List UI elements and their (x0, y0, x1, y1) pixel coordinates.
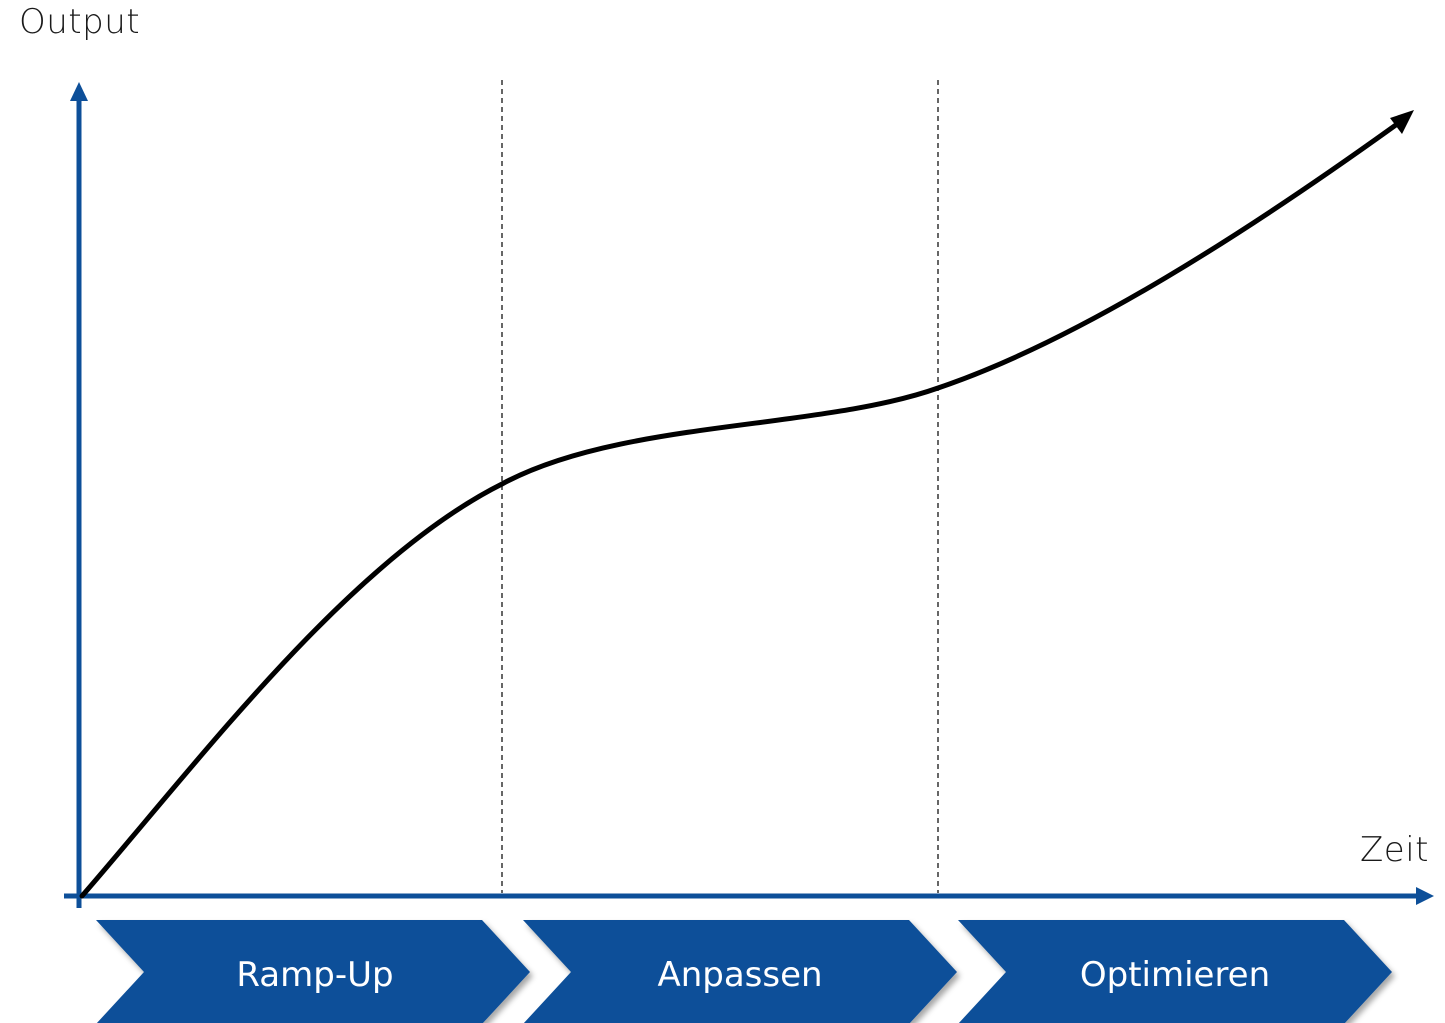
curve-arrowhead (1390, 110, 1414, 134)
phase-chevron-anpassen (523, 920, 957, 1023)
y-axis-arrowhead (70, 82, 88, 101)
y-axis-label: Output (19, 2, 141, 42)
phase-label-ramp-up: Ramp-Up (236, 955, 394, 995)
phase-chevron-optimieren (958, 920, 1392, 1023)
phase-chevron-ramp-up (96, 920, 530, 1023)
x-axis-label: Zeit (1360, 830, 1429, 870)
phase-label-anpassen: Anpassen (657, 955, 823, 995)
x-axis-arrowhead (1416, 887, 1434, 905)
phase-label-optimieren: Optimieren (1079, 955, 1271, 995)
y-axis (70, 82, 88, 908)
output-curve (79, 110, 1414, 899)
x-axis (64, 887, 1434, 905)
